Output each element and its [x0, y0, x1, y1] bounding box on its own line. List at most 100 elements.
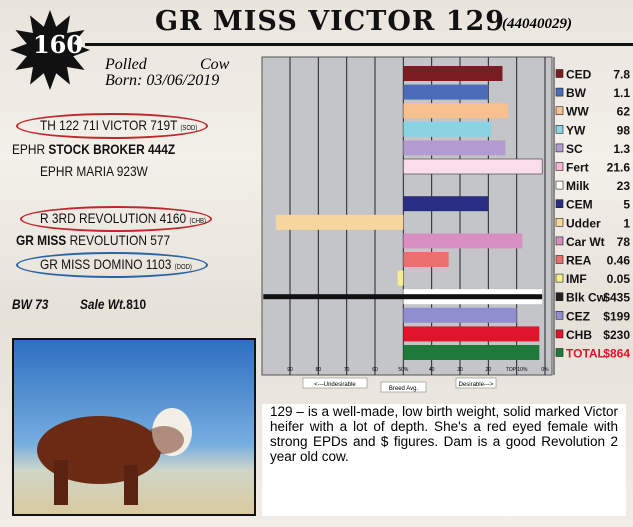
legend-divider	[553, 57, 555, 375]
tick-label: 70	[344, 367, 350, 373]
legend-value: 62	[617, 105, 631, 119]
legend-value: 78	[617, 235, 631, 249]
legend-swatch	[555, 180, 564, 190]
legend-swatch	[555, 236, 564, 246]
animal-photo	[12, 338, 256, 516]
legend-value: 7.8	[613, 68, 630, 82]
epd-percentile-chart: 90 80 70 60 50% 40 30 20 TOP 10% 0% CED 7.8 BW 1.1 WW 6…	[261, 56, 631, 393]
legend-label: YW	[566, 123, 586, 137]
bar-total	[403, 345, 540, 360]
tick-label: 50%	[398, 367, 409, 373]
legend-label: CHB	[566, 328, 592, 342]
legend-label: Blk Cw	[566, 291, 607, 305]
legend-label: CEZ	[566, 309, 590, 323]
legend-label: CEM	[566, 198, 593, 212]
tick-label: 90	[287, 367, 293, 373]
bar-fert	[403, 158, 543, 175]
legend-label: Fert	[566, 161, 589, 175]
legend-label: TOTAL	[566, 347, 605, 361]
bar-car-wt	[403, 233, 523, 249]
legend-value: $199	[603, 309, 630, 323]
legend-label: REA	[566, 254, 592, 268]
legend-swatch	[555, 255, 564, 264]
legend-swatch	[555, 69, 564, 78]
breed-avg-label-box	[380, 381, 427, 393]
dam-sire-highlight	[20, 206, 212, 232]
legend-value: 0.46	[607, 254, 631, 268]
legend-label: CED	[566, 68, 592, 82]
sire-sire-highlight	[16, 113, 208, 139]
legend-swatch	[555, 218, 564, 227]
bar-chb	[403, 326, 540, 342]
legend-label: BW	[566, 86, 587, 100]
legend-value: 0.05	[607, 272, 631, 286]
legend-value: 23	[617, 179, 631, 193]
tick-label: 20	[486, 367, 492, 373]
bar-yw	[403, 121, 492, 137]
legend-swatch	[555, 87, 564, 97]
bar-udder	[275, 214, 404, 230]
legend-value: 21.6	[607, 161, 631, 175]
legend-label: Car Wt	[566, 235, 605, 249]
birth-date: Born: 03/06/2019	[105, 72, 220, 89]
dam: GR MISS REVOLUTION 577	[16, 232, 171, 248]
tick-label: 60	[372, 367, 378, 373]
polled-label: Polled	[105, 56, 147, 73]
sire-sire: TH 122 71I VICTOR 719T (SOD)	[40, 117, 198, 133]
bar-cem	[403, 196, 489, 212]
sale-weight: Sale Wt.810	[80, 296, 147, 312]
tick-label: TOP 10%	[506, 367, 528, 373]
legend-value: 1	[623, 216, 630, 230]
legend-value: 1.3	[613, 142, 630, 156]
legend-swatch	[555, 106, 564, 116]
legend-swatch	[555, 273, 564, 283]
legend-swatch	[555, 348, 564, 357]
legend-value: $435	[603, 291, 630, 305]
sire: EPHR STOCK BROKER 444Z	[12, 141, 176, 157]
bar-bw	[403, 84, 489, 100]
bar-rea	[403, 252, 449, 267]
legend-value: 98	[617, 123, 631, 137]
sex-label: Cow	[200, 56, 230, 73]
bar-imf	[397, 270, 404, 286]
desirable-label: Desirable--->	[459, 382, 494, 388]
lot-star-badge	[10, 10, 90, 90]
bar-blk-cw-stripe	[263, 294, 543, 300]
dam-sire: R 3RD REVOLUTION 4160 (CHB)	[40, 210, 207, 226]
legend-value: $864	[603, 347, 630, 361]
legend-label: WW	[566, 105, 589, 119]
legend-swatch	[555, 199, 564, 208]
undesirable-label-box	[302, 377, 368, 389]
legend-swatch	[555, 162, 564, 171]
birth-weight: BW 73	[12, 296, 49, 312]
legend-label: Udder	[566, 216, 601, 230]
desirable-label-box	[455, 377, 497, 389]
legend-label: Milk	[566, 179, 590, 193]
animal-name: GR MISS VICTOR 129	[155, 6, 506, 37]
registration-number: (44040029)	[502, 16, 572, 32]
lot-number: 160	[32, 30, 84, 59]
breed-avg-label: Breed Avg.	[389, 386, 419, 392]
legend-swatch	[555, 125, 564, 134]
bar-sc	[403, 140, 506, 156]
legend-value: 5	[623, 198, 630, 212]
legend-value: $230	[603, 328, 630, 342]
tick-label: 30	[457, 367, 463, 373]
sire-dam: EPHR MARIA 923W	[40, 163, 148, 179]
undesirable-label: <---Undesirable	[314, 382, 356, 388]
tick-label: 80	[316, 367, 322, 373]
tick-label: 40	[429, 367, 435, 373]
bar-ww	[403, 103, 509, 119]
legend-swatch	[555, 329, 564, 339]
dam-dam-highlight	[16, 252, 208, 278]
legend-swatch	[555, 292, 564, 301]
legend-label: SC	[566, 142, 583, 156]
bar-ced	[403, 66, 503, 81]
legend-label: IMF	[566, 272, 587, 286]
legend-swatch	[555, 310, 564, 320]
bar-cez	[403, 307, 517, 323]
legend-value: 1.1	[613, 86, 630, 100]
description: 129 – is a well-made, low birth weight, …	[262, 404, 626, 516]
tick-label: 0%	[541, 367, 549, 373]
title-rule	[85, 43, 633, 46]
